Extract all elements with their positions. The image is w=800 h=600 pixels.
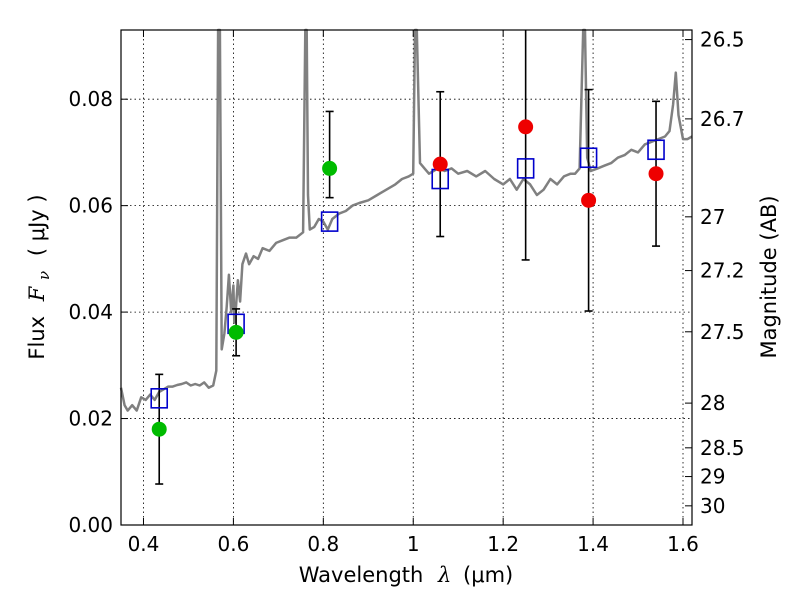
observed-photometry [151, 119, 664, 437]
y2-tick-label: 26.7 [700, 107, 745, 131]
optical-point [151, 421, 167, 437]
model-point [647, 139, 665, 161]
grid [121, 30, 692, 525]
x-axis-title-symbol: λ [437, 563, 451, 587]
y-tick-label: 0.06 [68, 194, 113, 218]
y2-tick-label: 27.5 [700, 320, 745, 344]
plot-frame [120, 29, 693, 526]
infrared-point [518, 119, 534, 135]
y2-tick-label: 27.2 [700, 259, 745, 283]
y2-tick-label: 28.5 [700, 436, 745, 460]
infrared-point [581, 192, 597, 208]
x-tick-label: 0.6 [217, 532, 249, 556]
y-axis-title: Flux F ν ( μJy ) [25, 194, 54, 359]
x-axis-title-unit: (μm) [463, 563, 513, 587]
optical-point [228, 324, 244, 340]
y-tick-label: 0.04 [68, 300, 113, 324]
x-tick-label: 1.4 [577, 532, 609, 556]
model-photometry [150, 139, 665, 409]
y2-tick-label: 28 [700, 391, 725, 415]
x-tick-label: 1.2 [487, 532, 519, 556]
model-point [320, 211, 339, 232]
error-bars [155, 30, 661, 485]
y-tick-label: 0.02 [68, 407, 113, 431]
optical-point [322, 160, 338, 176]
x-axis-title: Wavelength λ (μm) [299, 563, 513, 587]
x-tick-label: 1 [407, 532, 420, 556]
y-tick-label: 0.08 [68, 87, 113, 111]
y-axis-title-text: Flux [25, 316, 49, 360]
infrared-point [432, 156, 448, 172]
y2-tick-label: 26.5 [700, 28, 745, 52]
x-axis-title-text: Wavelength [299, 563, 424, 587]
x-tick-label: 1.6 [667, 532, 699, 556]
infrared-point [648, 166, 664, 182]
y-axis-title-symbol: F [25, 285, 49, 302]
tick-labels: 0.4 0.6 0.8 1 1.2 1.4 1.6 0.00 0.02 0.04 0.06 0.08 2… [68, 28, 744, 556]
y-axis-title-subscript: ν [35, 271, 53, 280]
x-tick-label: 0.8 [307, 532, 339, 556]
spectrum-line [119, 28, 693, 412]
y2-tick-label: 29 [700, 465, 725, 489]
y2-tick-label: 27 [700, 205, 725, 229]
model-point [516, 158, 535, 179]
y-tick-label: 0.00 [68, 513, 113, 537]
y2-axis-title: Magnitude (AB) [757, 195, 781, 358]
x-tick-label: 0.4 [128, 532, 160, 556]
axis-ticks [121, 30, 692, 526]
y2-tick-label: 30 [700, 494, 725, 518]
model-point [150, 388, 169, 409]
template-spectrum [119, 28, 693, 412]
model-point [579, 147, 598, 169]
y-axis-title-unit: ( μJy ) [25, 194, 49, 256]
